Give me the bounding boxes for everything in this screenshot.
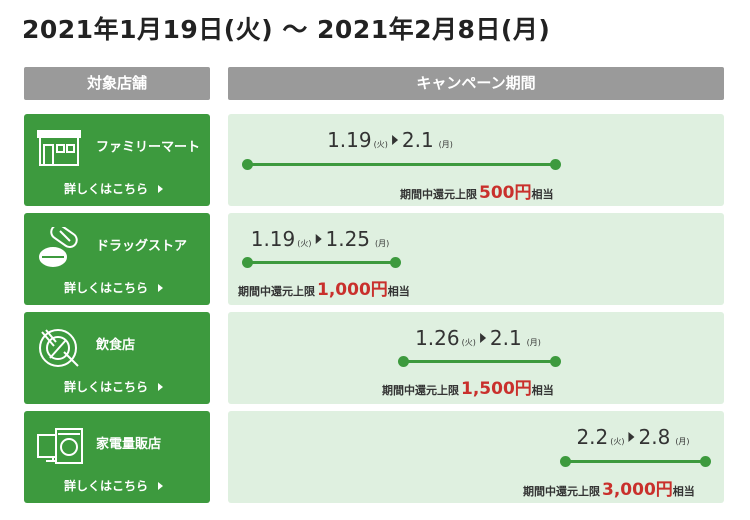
end-date: 2.8 xyxy=(638,425,671,449)
end-date: 1.25 xyxy=(325,227,371,251)
date-range: 1.26 (火) 2.1 (月) xyxy=(415,326,541,350)
store-icon xyxy=(37,130,81,166)
end-day: (月) xyxy=(438,140,453,149)
details-link[interactable]: 詳しくはこちら xyxy=(64,477,163,494)
cap-note: 期間中還元上限 3,000円 相当 xyxy=(523,475,695,500)
period-panel: 1.26 (火) 2.1 (月) 期間中還元上限 1,500円 相当 xyxy=(228,312,724,404)
note-text: 期間中還元上限 xyxy=(523,485,600,498)
note-text: 期間中還元上限 xyxy=(400,188,477,201)
suffix: 相当 xyxy=(672,485,695,498)
store-name: ファミリーマート xyxy=(96,140,201,155)
store-card: ドラッグストア詳しくはこちら xyxy=(24,213,210,305)
stores-header: 対象店舗 xyxy=(24,67,210,100)
date-range: 1.19 (火) 1.25 (月) xyxy=(251,227,390,251)
details-link[interactable]: 詳しくはこちら xyxy=(64,279,163,296)
date-range: 2.2 (火) 2.8 (月) xyxy=(576,425,689,449)
start-day: (火) xyxy=(297,239,312,248)
start-day: (火) xyxy=(461,338,476,347)
start-dot xyxy=(398,356,409,367)
amount: 500円 xyxy=(479,183,532,203)
details-link[interactable]: 詳しくはこちら xyxy=(64,378,163,395)
arrow xyxy=(315,234,322,244)
period-panel: 1.19 (火) 2.1 (月) 期間中還元上限 500円 相当 xyxy=(228,114,724,206)
store-icon xyxy=(39,329,79,367)
store-name: ドラッグストア xyxy=(96,239,188,254)
date-range: 1.19 (火) 2.1 (月) xyxy=(327,128,453,152)
start-date: 1.19 xyxy=(250,227,296,251)
start-date: 1.26 xyxy=(415,326,460,350)
end-dot xyxy=(550,159,561,170)
store-card: 家電量販店詳しくはこちら xyxy=(24,411,210,503)
end-day: (月) xyxy=(375,239,390,248)
period-bar xyxy=(403,360,555,363)
start-dot xyxy=(242,159,253,170)
cap-note: 期間中還元上限 500円 相当 xyxy=(400,178,554,203)
store-card: 飲食店詳しくはこちら xyxy=(24,312,210,404)
amount: 1,500円 xyxy=(461,379,532,399)
store-name: 飲食店 xyxy=(96,338,136,353)
period-bar xyxy=(247,163,555,166)
start-dot xyxy=(242,257,253,268)
period-header: キャンペーン期間 xyxy=(228,67,724,100)
end-date: 2.1 xyxy=(401,128,434,152)
end-day: (月) xyxy=(675,437,690,446)
end-dot xyxy=(390,257,401,268)
note-text: 期間中還元上限 xyxy=(238,285,315,298)
arrow xyxy=(479,333,486,343)
arrow xyxy=(391,135,398,145)
period-bar xyxy=(247,261,395,264)
start-day: (火) xyxy=(373,140,388,149)
store-icon xyxy=(37,428,83,464)
amount: 3,000円 xyxy=(602,480,673,500)
suffix: 相当 xyxy=(531,188,554,201)
store-icon xyxy=(39,227,78,267)
start-dot xyxy=(560,456,571,467)
period-panel: 1.19 (火) 1.25 (月) 期間中還元上限 1,000円 相当 xyxy=(228,213,724,305)
suffix: 相当 xyxy=(387,285,410,298)
start-date: 2.2 xyxy=(576,425,609,449)
store-name: 家電量販店 xyxy=(96,437,162,452)
start-date: 1.19 xyxy=(327,128,372,152)
end-date: 2.1 xyxy=(489,326,522,350)
cap-note: 期間中還元上限 1,500円 相当 xyxy=(382,374,554,399)
arrow xyxy=(628,432,635,442)
end-day: (月) xyxy=(526,338,541,347)
period-panel: 2.2 (火) 2.8 (月) 期間中還元上限 3,000円 相当 xyxy=(228,411,724,503)
start-day: (火) xyxy=(610,437,625,446)
period-bar xyxy=(565,460,705,463)
note-text: 期間中還元上限 xyxy=(382,384,459,397)
amount: 1,000円 xyxy=(317,280,388,300)
store-card: ファミリーマート詳しくはこちら xyxy=(24,114,210,206)
end-dot xyxy=(550,356,561,367)
cap-note: 期間中還元上限 1,000円 相当 xyxy=(238,275,410,300)
title: 2021年1月19日(火) 〜 2021年2月8日(月) xyxy=(22,15,551,44)
suffix: 相当 xyxy=(531,384,554,397)
end-dot xyxy=(700,456,711,467)
details-link[interactable]: 詳しくはこちら xyxy=(64,180,163,197)
